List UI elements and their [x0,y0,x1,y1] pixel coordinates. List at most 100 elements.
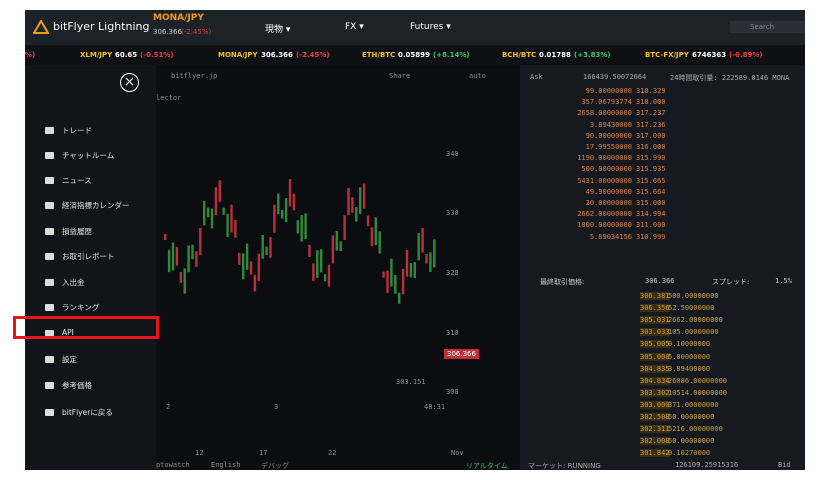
candle-decoration [366,215,370,227]
ask-price: 310.999 [636,232,666,241]
market-status: マーケット: RUNNING [528,462,601,470]
ticker-name[interactable]: BCH/BTC [502,51,537,59]
ask-size: 357.06793774 [581,98,632,107]
ask-price: 317.237 [636,109,666,118]
candle-decoration [362,183,366,209]
footer-item[interactable]: リアルタイム [466,462,508,470]
footer-item[interactable]: ptowatch [156,461,190,469]
candle-decoration [413,262,416,278]
ticker-name[interactable]: XLM/JPY [80,51,113,59]
menu-item[interactable]: API [62,328,74,337]
low-price-label: 303.151 [396,378,426,386]
menu-item[interactable]: 設定 [62,355,77,364]
candle-decoration [277,193,280,215]
candle-decoration [316,250,319,278]
menu-icon [45,330,54,337]
date-label: Nov [451,449,464,457]
ticker-change[interactable]: (+8.14%) [433,51,470,59]
pair-name: MONA/JPY [153,13,204,23]
nav-menu[interactable]: FX [345,22,364,32]
ticker-price[interactable]: 306.366 [261,51,293,59]
menu-icon [45,356,54,363]
bid-size: 26086.00000000 [668,376,728,385]
bid-label: Bid [778,461,791,469]
candle-decoration [265,246,268,255]
candle-decoration [347,188,350,216]
candle-decoration [386,270,389,294]
menu-item[interactable]: トレード [62,126,92,135]
candle-decoration [390,258,393,287]
ask-price: 315.664 [636,187,666,196]
candle-decoration [273,204,276,233]
candle-decoration [409,263,413,278]
candle-decoration [398,292,401,304]
ticker-price[interactable]: 0.05899 [398,51,430,59]
search-box[interactable]: Search [730,21,805,33]
candle-decoration [374,217,377,246]
candle-decoration [238,252,241,265]
ask-size: 2662.00000000 [577,210,632,219]
candle-decoration [429,252,432,273]
scale-button[interactable]: auto [469,72,486,80]
ticker-change[interactable]: (-0.51%) [140,51,174,59]
spread-label: スプレッド: [712,278,750,286]
price-axis-label: 340 [446,150,459,158]
ask-size: 500.00000000 [581,165,632,174]
candle-decoration [292,193,296,211]
menu-item[interactable]: チャットルーム [62,151,115,160]
candle-decoration [183,268,186,294]
order-book: Ask 166439.50072664 24時間取引量: 222589.0146 M… [520,65,805,470]
menu-icon [45,177,54,184]
pair-change: (-2.45%) [181,28,212,36]
ticker-price[interactable]: 0.01788 [539,51,571,59]
candle-decoration [425,254,428,264]
menu-item[interactable]: ランキング [62,303,100,312]
menu-item[interactable]: 損益履歴 [62,227,92,236]
menu-item[interactable]: 入出金 [62,278,85,287]
ask-price: 315.935 [636,165,666,174]
bid-size: 371.00000000 [668,400,719,409]
candle-decoration [214,187,218,216]
ask-price: 318.329 [636,87,666,95]
bid-price: 305.000 [640,352,670,361]
menu-item[interactable]: ニュース [62,176,92,185]
menu-item[interactable]: お取引レポート [62,252,115,261]
ticker-change[interactable]: (-0.89%) [729,51,763,59]
time-label: 2 [166,403,171,411]
ticker-name[interactable]: MONA/JPY [218,51,258,59]
ticker-name[interactable]: BTC-FX/JPY [645,51,689,59]
menu-item[interactable]: 参考価格 [62,381,92,390]
candle-decoration [164,234,167,240]
chart-site[interactable]: bitflyer.jp [171,72,218,80]
footer-item[interactable]: デバッグ [261,462,289,470]
candle-decoration [327,264,331,287]
close-button[interactable]: × [120,73,139,92]
candle-decoration [308,244,311,257]
footer-item[interactable]: English [211,461,241,469]
candle-decoration [253,274,257,292]
menu-item[interactable]: 経済指標カレンダー [62,201,130,210]
pair-price: 306.366 [153,28,182,36]
candle-decoration [370,227,374,247]
ticker-change[interactable]: (+3.83%) [574,51,611,59]
nav-menu[interactable]: 現物 [265,22,290,35]
share-button[interactable]: Share [389,72,411,80]
menu-item[interactable]: bitFlyerに戻る [62,408,113,417]
nav-menu[interactable]: Futures [410,22,451,32]
menu-icon [45,202,54,209]
bid-size: 2662.00000000 [668,316,723,325]
candle-decoration [218,180,221,202]
ticker-price[interactable]: 60.65 [115,51,138,59]
ticker-name[interactable]: ETH/BTC [362,51,396,59]
candle-decoration [281,209,284,219]
ask-price: 318.000 [636,98,666,107]
candle-decoration [323,274,327,282]
bid-price: 302.311 [640,425,670,434]
ticker-change[interactable]: (-2.45%) [296,51,330,59]
candle-decoration [175,246,179,266]
ask-size: 99.00000000 [585,87,632,95]
candle-decoration [405,249,409,277]
bid-price: 304.835 [640,364,670,373]
ticker-price[interactable]: 6746363 [692,51,727,59]
menu-icon [45,409,54,416]
